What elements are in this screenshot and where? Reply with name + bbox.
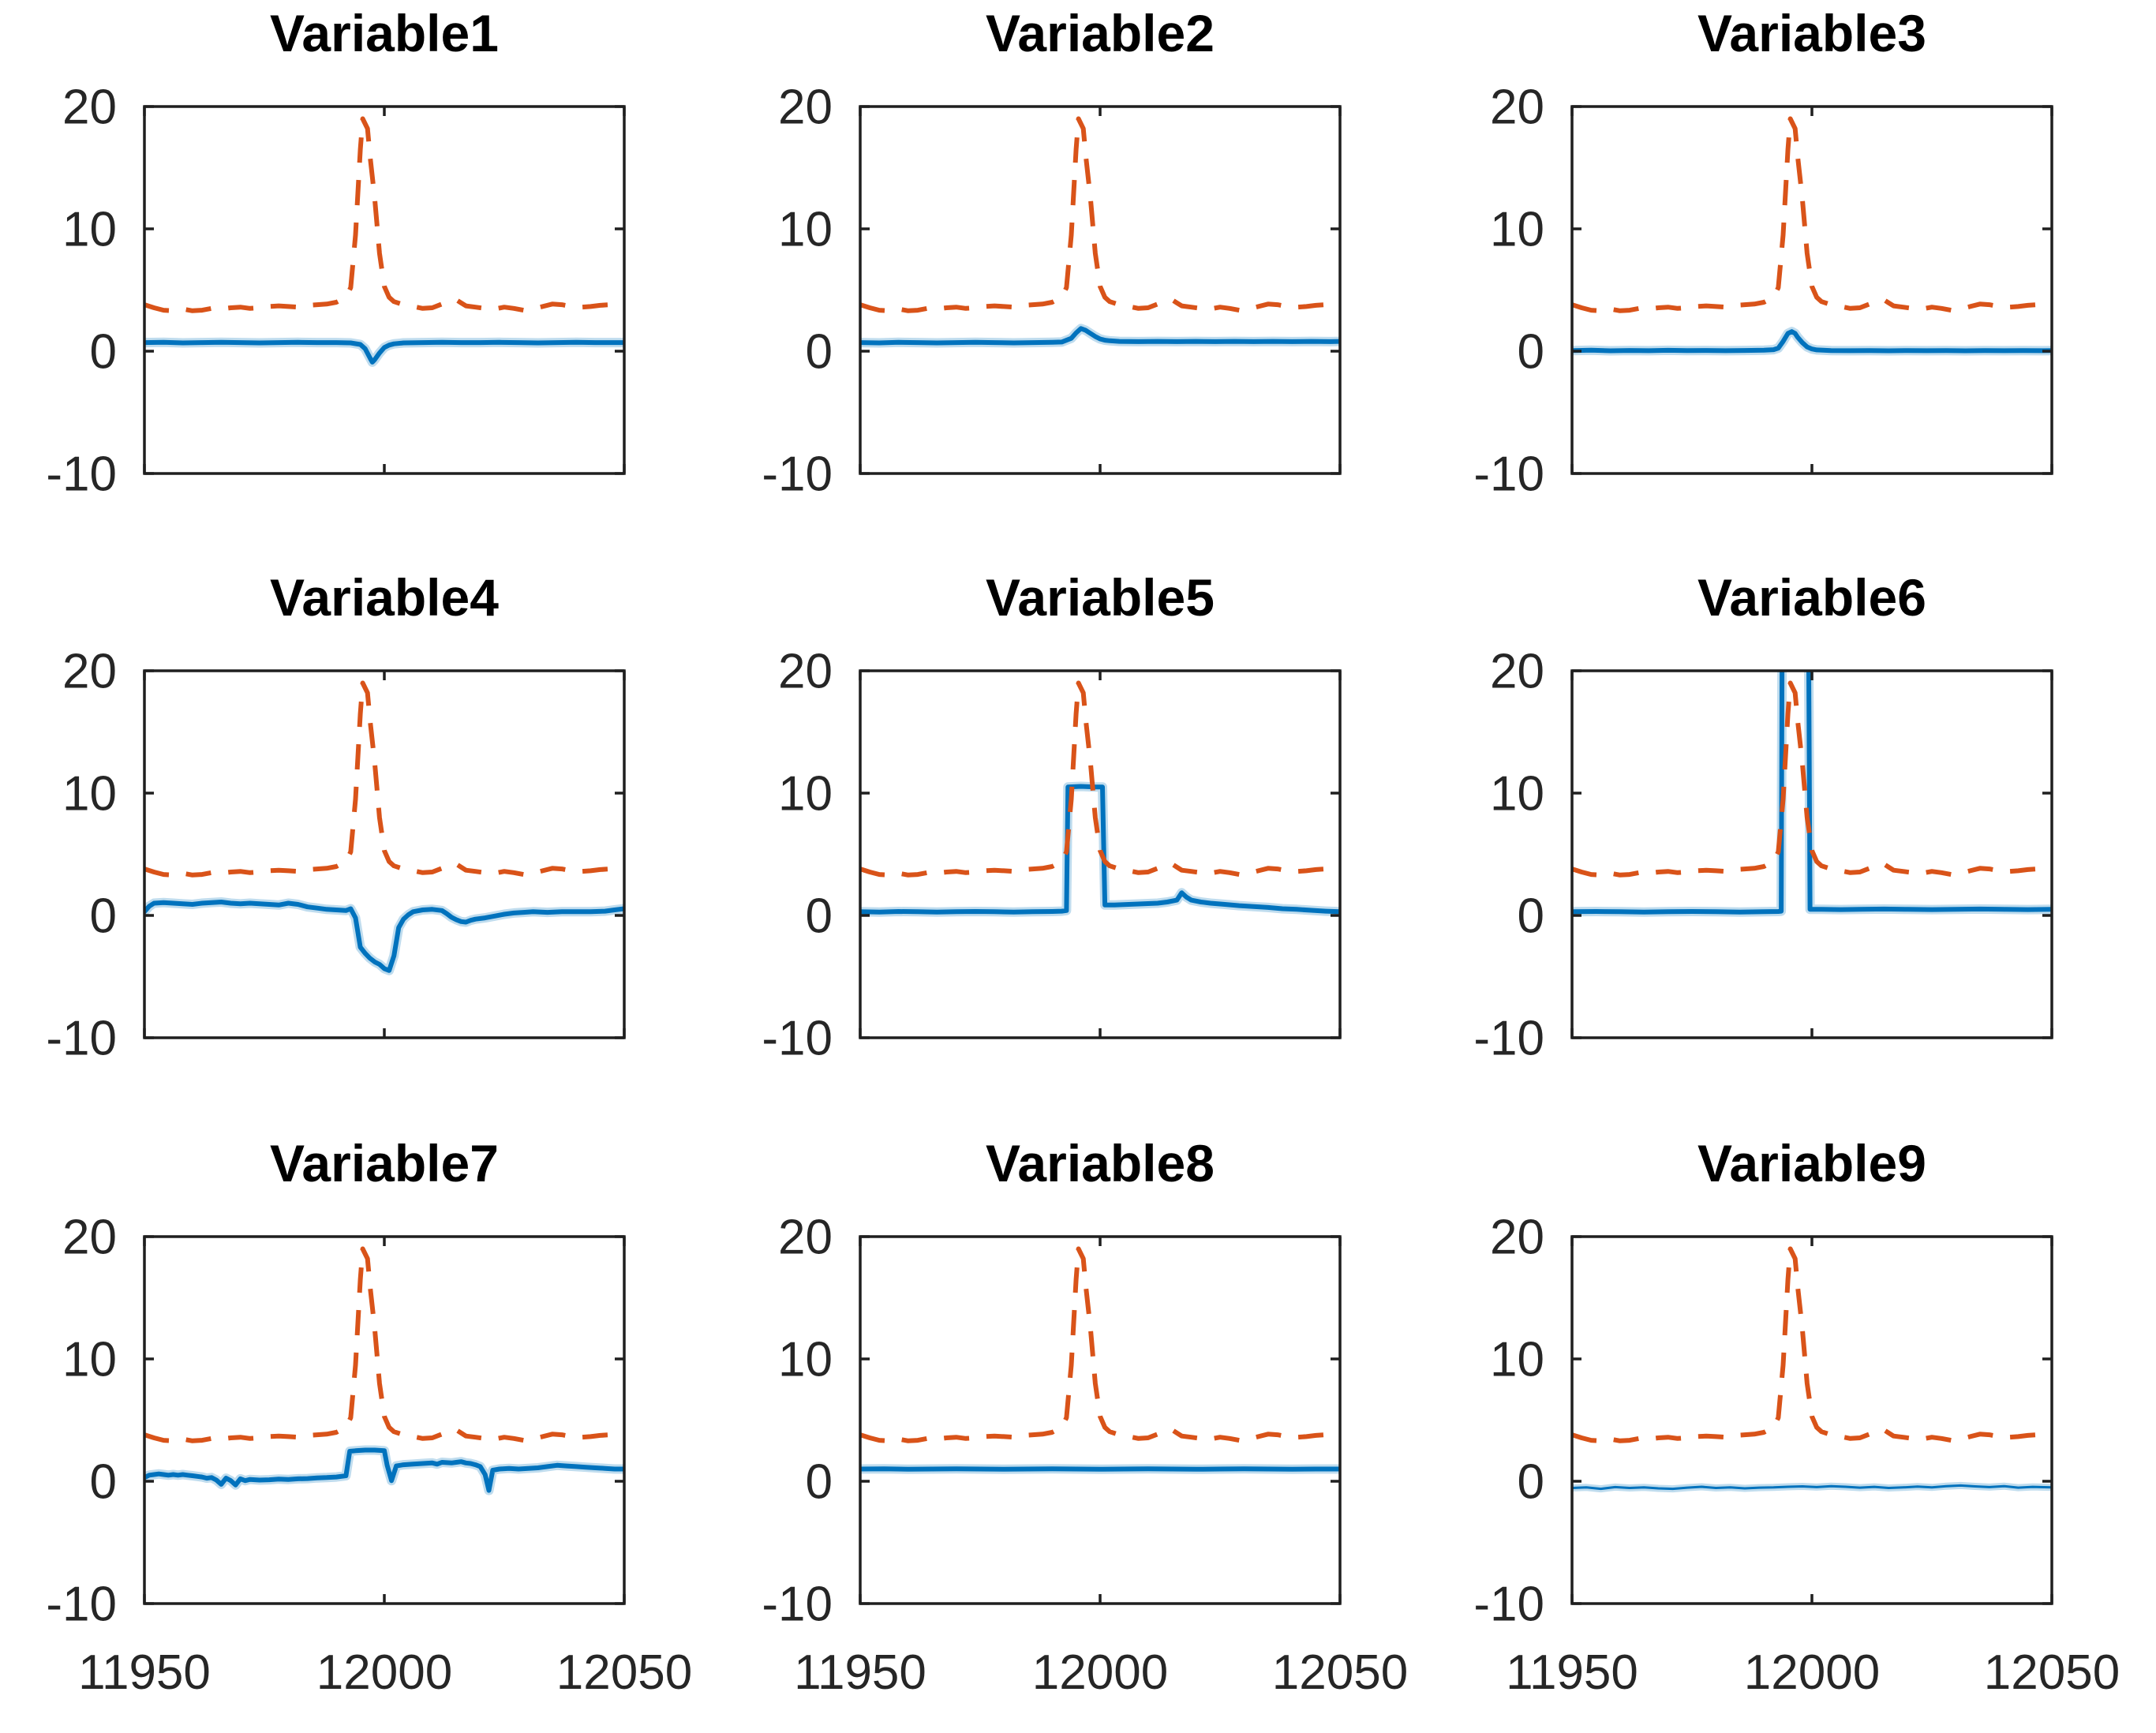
y-tick-label: 0 bbox=[806, 889, 833, 944]
y-tick-label: 20 bbox=[778, 80, 833, 135]
subplot-variable4: Variable4 -10 0 10 20 bbox=[46, 568, 626, 1066]
x-tick-label: 11950 bbox=[1506, 1645, 1638, 1700]
y-tick-label: 0 bbox=[90, 889, 117, 944]
y-tick-label: -10 bbox=[1473, 447, 1544, 502]
series-group bbox=[860, 1246, 1340, 1474]
subplot-variable8: Variable8 -10 0 10 20 11950 12000 12050 bbox=[762, 1134, 1408, 1700]
subplot-title: Variable6 bbox=[1697, 568, 1926, 627]
y-tick-label: 20 bbox=[62, 1211, 117, 1265]
y-tick-label: -10 bbox=[1473, 1578, 1544, 1632]
subplot-variable6: Variable6 -10 0 10 20 bbox=[1473, 568, 2053, 1066]
signal-line bbox=[860, 784, 1340, 915]
x-tick-label: 12000 bbox=[1032, 1645, 1168, 1700]
y-tick-label: 20 bbox=[778, 1211, 833, 1265]
signal-line bbox=[144, 1447, 624, 1493]
subplot-title: Variable9 bbox=[1697, 1134, 1926, 1192]
y-tick-label: 0 bbox=[806, 325, 833, 380]
signal-line bbox=[860, 326, 1340, 346]
y-tick-label: 20 bbox=[62, 645, 117, 699]
subplot-variable7: Variable7 -10 0 10 20 11950 12000 12050 bbox=[46, 1134, 692, 1700]
subplot-title: Variable3 bbox=[1697, 4, 1926, 62]
threshold-line bbox=[860, 116, 1340, 313]
subplot-title: Variable1 bbox=[270, 4, 499, 62]
subplot-title: Variable4 bbox=[270, 568, 499, 627]
subplot-title: Variable5 bbox=[986, 568, 1215, 627]
y-tick-label: 10 bbox=[1490, 767, 1544, 822]
y-tick-label: 10 bbox=[778, 203, 833, 257]
x-tick-label: 12000 bbox=[1744, 1645, 1880, 1700]
y-tick-label: -10 bbox=[46, 1578, 117, 1632]
subplot-variable5: Variable5 -10 0 10 20 bbox=[762, 568, 1342, 1066]
subplot-variable3: Variable3 -10 0 10 20 bbox=[1473, 4, 2053, 502]
y-tick-label: -10 bbox=[1473, 1012, 1544, 1066]
y-tick-label: 10 bbox=[1490, 1333, 1544, 1387]
signal-line bbox=[1572, 329, 2052, 354]
threshold-line bbox=[1572, 680, 2052, 878]
y-tick-label: 20 bbox=[1490, 1211, 1544, 1265]
subplot-variable1: Variable1 -10 0 10 20 bbox=[46, 4, 626, 502]
y-tick-label: 0 bbox=[1518, 1455, 1544, 1510]
y-tick-label: -10 bbox=[762, 1578, 833, 1632]
threshold-line bbox=[144, 680, 624, 878]
x-tick-label: 12050 bbox=[556, 1645, 692, 1700]
y-tick-label: -10 bbox=[46, 447, 117, 502]
series-group bbox=[144, 116, 624, 367]
series-group bbox=[860, 680, 1340, 917]
signal-line bbox=[144, 900, 624, 973]
y-tick-label: 20 bbox=[1490, 80, 1544, 135]
y-tick-label: 0 bbox=[90, 1455, 117, 1510]
signal-line bbox=[1572, 1484, 2052, 1491]
x-tick-label: 12050 bbox=[1984, 1645, 2120, 1700]
y-tick-label: 10 bbox=[62, 767, 117, 822]
x-tick-label: 11950 bbox=[794, 1645, 926, 1700]
series-group bbox=[1572, 671, 2052, 917]
signal-line-halo bbox=[860, 781, 1340, 917]
threshold-line bbox=[144, 1246, 624, 1443]
y-tick-label: 0 bbox=[806, 1455, 833, 1510]
threshold-line bbox=[144, 116, 624, 313]
series-group bbox=[144, 1246, 624, 1495]
subplot-variable2: Variable2 -10 0 10 20 bbox=[762, 4, 1342, 502]
y-tick-label: 20 bbox=[62, 80, 117, 135]
y-tick-label: 10 bbox=[62, 203, 117, 257]
threshold-line bbox=[860, 1246, 1340, 1443]
subplot-variable9: Variable9 -10 0 10 20 11950 12000 12050 bbox=[1473, 1134, 2120, 1700]
y-tick-label: 0 bbox=[1518, 325, 1544, 380]
series-group bbox=[1572, 116, 2052, 356]
y-tick-label: 10 bbox=[778, 1333, 833, 1387]
signal-line bbox=[144, 339, 624, 365]
y-tick-label: 20 bbox=[1490, 645, 1544, 699]
y-tick-label: 0 bbox=[90, 325, 117, 380]
x-tick-label: 11950 bbox=[78, 1645, 211, 1700]
y-tick-label: -10 bbox=[762, 1012, 833, 1066]
signal-line bbox=[1572, 671, 2052, 915]
x-tick-label: 12050 bbox=[1272, 1645, 1408, 1700]
y-tick-label: 10 bbox=[1490, 203, 1544, 257]
y-tick-label: -10 bbox=[46, 1012, 117, 1066]
y-tick-label: 10 bbox=[62, 1333, 117, 1387]
subplot-title: Variable7 bbox=[270, 1134, 499, 1192]
series-group bbox=[860, 116, 1340, 348]
series-group bbox=[144, 680, 624, 975]
threshold-line bbox=[1572, 1246, 2052, 1443]
threshold-line bbox=[860, 680, 1340, 878]
threshold-line bbox=[1572, 116, 2052, 313]
y-tick-label: -10 bbox=[762, 447, 833, 502]
x-tick-label: 12000 bbox=[316, 1645, 452, 1700]
subplot-title: Variable8 bbox=[986, 1134, 1215, 1192]
subplot-title: Variable2 bbox=[986, 4, 1215, 62]
y-tick-label: 0 bbox=[1518, 889, 1544, 944]
series-group bbox=[1572, 1246, 2052, 1493]
y-tick-label: 10 bbox=[778, 767, 833, 822]
y-tick-label: 20 bbox=[778, 645, 833, 699]
